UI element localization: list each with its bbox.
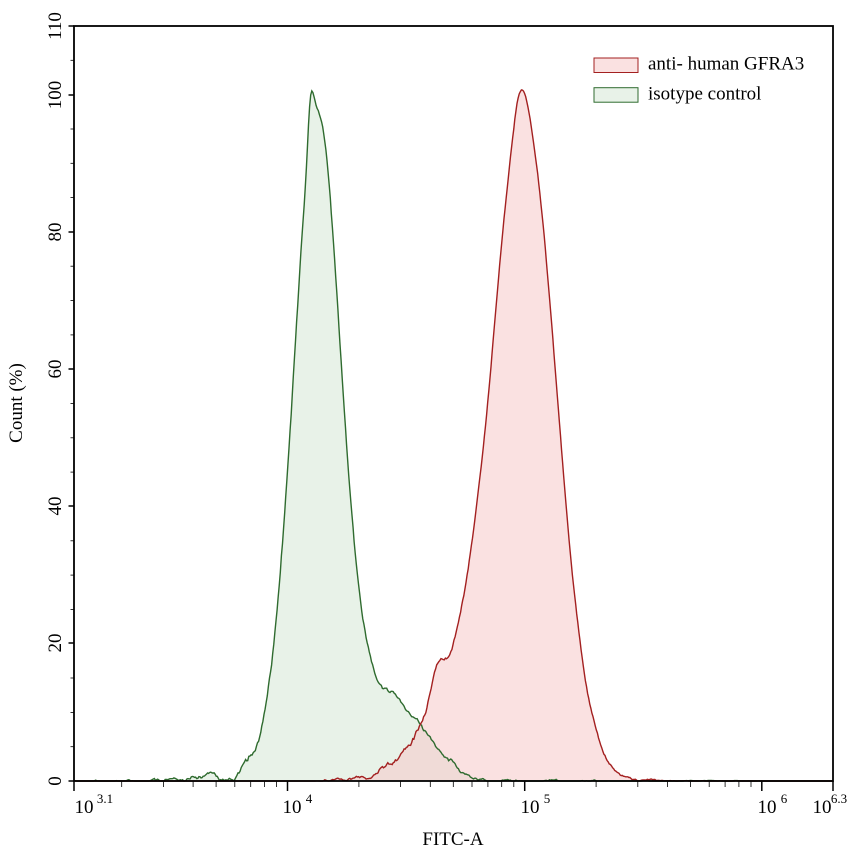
svg-text:20: 20 bbox=[45, 634, 66, 653]
svg-text:110: 110 bbox=[45, 12, 66, 40]
svg-text:anti- human GFRA3: anti- human GFRA3 bbox=[648, 54, 804, 75]
svg-text:5: 5 bbox=[544, 791, 551, 806]
svg-text:60: 60 bbox=[45, 360, 66, 379]
svg-text:40: 40 bbox=[45, 497, 66, 516]
svg-text:3.1: 3.1 bbox=[97, 791, 113, 806]
svg-text:isotype control: isotype control bbox=[648, 84, 761, 105]
svg-text:10: 10 bbox=[758, 797, 777, 818]
svg-text:10: 10 bbox=[813, 797, 832, 818]
svg-text:6: 6 bbox=[781, 791, 788, 806]
svg-text:10: 10 bbox=[75, 797, 94, 818]
svg-text:6.3: 6.3 bbox=[831, 791, 847, 806]
svg-text:10: 10 bbox=[283, 797, 302, 818]
svg-text:FITC-A: FITC-A bbox=[422, 829, 484, 850]
svg-text:100: 100 bbox=[45, 81, 66, 110]
svg-text:10: 10 bbox=[521, 797, 540, 818]
svg-text:4: 4 bbox=[306, 791, 313, 806]
svg-text:Count (%): Count (%) bbox=[6, 363, 27, 443]
svg-text:0: 0 bbox=[45, 776, 66, 786]
svg-text:80: 80 bbox=[45, 223, 66, 242]
